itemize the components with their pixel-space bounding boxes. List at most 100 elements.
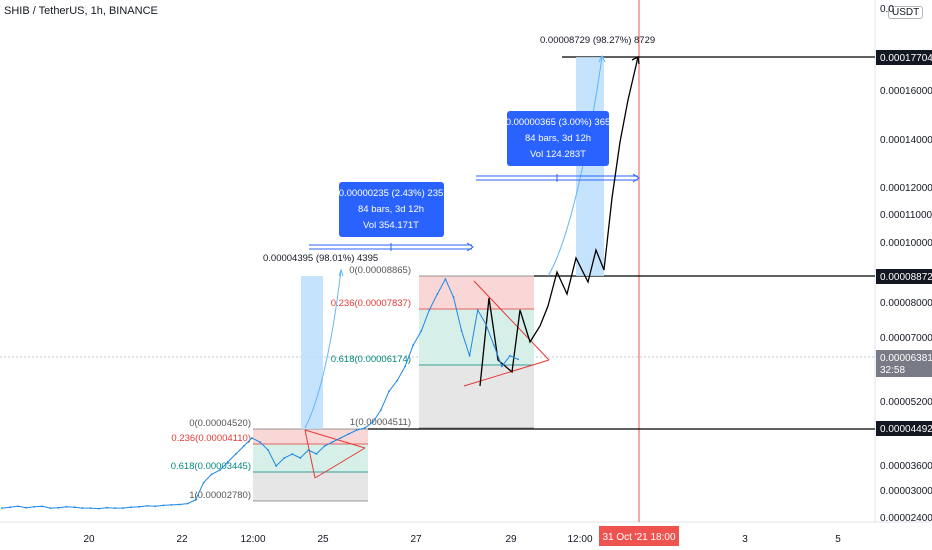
price-point bbox=[307, 449, 310, 451]
y-tick-label: 0.00002400 bbox=[880, 513, 932, 524]
price-point bbox=[33, 505, 36, 508]
price-point bbox=[251, 437, 253, 439]
x-tick-label: 12:00 bbox=[567, 534, 592, 545]
price-point bbox=[202, 481, 205, 484]
projection-bar[interactable] bbox=[301, 276, 323, 429]
measure-box-line: 0.00000235 (2.43%) 235 bbox=[339, 188, 444, 199]
y-tick-label: 0.00014000 bbox=[880, 135, 932, 146]
price-point bbox=[492, 344, 495, 346]
price-point bbox=[404, 365, 406, 368]
price-label-text: 0.00006381 bbox=[880, 353, 932, 364]
price-point bbox=[355, 429, 358, 431]
y-tick-label: 0.00003600 bbox=[880, 461, 932, 472]
price-point bbox=[363, 427, 366, 429]
fib2-level: 0.236(0.00007837) bbox=[331, 298, 411, 309]
price-point bbox=[162, 504, 165, 507]
price-point bbox=[25, 506, 28, 509]
price-point bbox=[114, 507, 116, 509]
price-point bbox=[420, 330, 423, 332]
price-label-text: 0.00017704 bbox=[880, 53, 932, 64]
price-label[interactable]: 0.00008872 bbox=[876, 269, 932, 284]
price-point bbox=[170, 504, 173, 506]
y-tick-label: 0.00005200 bbox=[880, 397, 932, 408]
fib2-level: 1(0.00004511) bbox=[350, 417, 411, 428]
projected-path bbox=[479, 56, 639, 387]
x-tick-label: 3 bbox=[742, 534, 748, 545]
y-tick-label: 0.00010000 bbox=[880, 238, 932, 249]
price-point bbox=[97, 507, 100, 510]
annotation-label: 0.00004395 (98.01%) 4395 bbox=[263, 253, 378, 264]
y-tick-label: 0.00011000 bbox=[880, 210, 932, 221]
price-point bbox=[9, 506, 12, 509]
measure-range-1[interactable] bbox=[309, 242, 474, 252]
x-tick-label: 22 bbox=[176, 534, 188, 545]
currency-badge[interactable]: USDT bbox=[888, 6, 924, 19]
price-point bbox=[49, 507, 52, 509]
price-point bbox=[484, 323, 487, 325]
measure-box-line: Vol 124.283T bbox=[530, 149, 586, 160]
price-point bbox=[122, 507, 124, 509]
price-point bbox=[275, 465, 277, 467]
price-point bbox=[1, 507, 3, 509]
price-point bbox=[154, 505, 157, 508]
fib2-level: 0(0.00008865) bbox=[349, 265, 411, 276]
price-point bbox=[243, 445, 245, 447]
price-point bbox=[452, 296, 455, 298]
price-point bbox=[509, 354, 511, 357]
price-point bbox=[138, 505, 141, 508]
price-point bbox=[65, 505, 68, 508]
price-point bbox=[388, 390, 390, 393]
x-tick-label: 25 bbox=[317, 534, 329, 545]
price-label-countdown: 32:58 bbox=[880, 365, 905, 376]
measure-box-line: 84 bars, 3d 12h bbox=[525, 133, 591, 144]
price-point bbox=[315, 453, 318, 455]
price-point bbox=[194, 499, 197, 501]
price-label[interactable]: 0.00017704 bbox=[876, 50, 932, 65]
price-point bbox=[105, 506, 108, 509]
triangle-pattern-1[interactable] bbox=[304, 429, 366, 479]
fib1-level: 1(0.00002780) bbox=[189, 490, 251, 501]
x-tick-label: 29 bbox=[505, 534, 517, 545]
price-point bbox=[331, 441, 334, 443]
price-point bbox=[291, 453, 294, 455]
measure-box-line: 0.00000365 (3.00%) 365 bbox=[506, 117, 611, 128]
price-point bbox=[226, 461, 229, 463]
measure-range-2[interactable] bbox=[476, 173, 640, 183]
measure-box-2[interactable]: 0.00000365 (3.00%) 365 84 bars, 3d 12h V… bbox=[506, 111, 611, 166]
y-tick-label: 0.00008000 bbox=[880, 298, 932, 309]
time-cursor-label[interactable]: 31 Oct '21 18:00 bbox=[599, 526, 679, 546]
fib-retracement-2[interactable]: 0(0.00008865) 0.236(0.00007837) 0.618(0.… bbox=[331, 265, 534, 429]
x-tick-label: 20 bbox=[83, 534, 95, 545]
price-label[interactable]: 0.00004492 bbox=[876, 421, 932, 436]
price-point bbox=[210, 473, 213, 476]
y-tick-label: 0.00016000 bbox=[880, 86, 932, 97]
price-point bbox=[234, 453, 237, 455]
measure-box-line: Vol 354.171T bbox=[363, 220, 419, 231]
price-point bbox=[178, 503, 181, 506]
price-point bbox=[396, 379, 398, 382]
price-label-text: 0.00004492 bbox=[880, 424, 932, 435]
price-point bbox=[339, 437, 342, 439]
price-point bbox=[259, 441, 261, 443]
price-point bbox=[17, 505, 19, 508]
price-label[interactable]: 0.00006381 32:58 bbox=[876, 350, 932, 377]
projection-bar[interactable] bbox=[576, 57, 604, 276]
y-tick-label: 0.00003000 bbox=[880, 486, 932, 497]
fib-retracement-1[interactable]: 0(0.00004520) 0.236(0.00004110) 0.618(0.… bbox=[171, 418, 368, 502]
price-point bbox=[517, 358, 519, 361]
fib2-level: 0.618(0.00006174) bbox=[331, 354, 411, 365]
triangle-pattern-2[interactable] bbox=[463, 280, 550, 387]
price-point bbox=[412, 344, 415, 346]
price-point bbox=[468, 354, 471, 357]
price-point bbox=[460, 330, 463, 332]
time-cursor-text: 31 Oct '21 18:00 bbox=[602, 532, 676, 543]
measure-box-1[interactable]: 0.00000235 (2.43%) 235 84 bars, 3d 12h V… bbox=[339, 182, 444, 237]
chart-title: SHIB / TetherUS, 1h, BINANCE bbox=[4, 5, 158, 17]
price-label-text: 0.00008872 bbox=[880, 272, 932, 283]
x-tick-label: 12:00 bbox=[240, 534, 265, 545]
price-point bbox=[299, 457, 302, 459]
price-point bbox=[283, 457, 286, 459]
fib1-level: 0.236(0.00004110) bbox=[171, 433, 251, 444]
x-tick-label: 27 bbox=[410, 534, 422, 545]
